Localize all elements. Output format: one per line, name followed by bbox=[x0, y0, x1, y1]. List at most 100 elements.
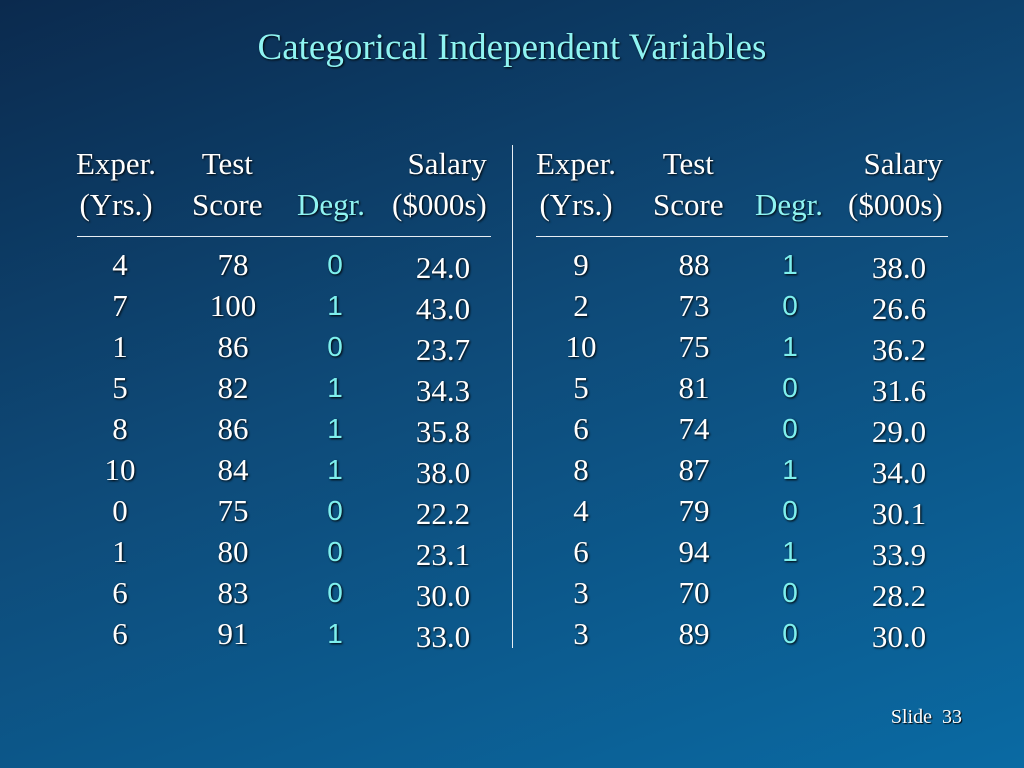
cell-salary: 26.6 bbox=[871, 291, 927, 326]
header-test: Test Score bbox=[192, 143, 263, 225]
cell-test-score: 84 bbox=[217, 452, 249, 487]
cell-degree: 1 bbox=[327, 454, 343, 485]
cell-salary: 33.0 bbox=[415, 619, 471, 654]
cell-salary: 31.6 bbox=[871, 373, 927, 408]
header-exper-line2: (Yrs.) bbox=[539, 187, 613, 222]
cell-salary: 38.0 bbox=[415, 455, 471, 490]
cell-exper: 9 bbox=[573, 247, 589, 282]
cell-salary: 23.7 bbox=[415, 332, 471, 367]
cell-test-score: 74 bbox=[678, 411, 710, 446]
cell-test-score: 94 bbox=[678, 534, 710, 569]
header-exper-line1: Exper. bbox=[536, 146, 617, 181]
header-test-line2: Score bbox=[192, 187, 263, 222]
header-exper: Exper. (Yrs.) bbox=[76, 143, 156, 225]
cell-test-score: 89 bbox=[678, 616, 710, 651]
cell-exper: 8 bbox=[573, 452, 589, 487]
cell-degree: 0 bbox=[327, 249, 343, 280]
cell-exper: 10 bbox=[104, 452, 136, 487]
cell-exper: 10 bbox=[565, 329, 597, 364]
cell-salary: 43.0 bbox=[415, 291, 471, 326]
right-header-rule bbox=[536, 236, 948, 237]
cell-salary: 30.0 bbox=[871, 619, 927, 654]
cell-exper: 6 bbox=[112, 616, 128, 651]
cell-exper: 3 bbox=[573, 575, 589, 610]
cell-salary: 22.2 bbox=[415, 496, 471, 531]
cell-test-score: 100 bbox=[209, 288, 257, 323]
cell-test-score: 88 bbox=[678, 247, 710, 282]
header-exper-line1: Exper. bbox=[76, 146, 157, 181]
cell-degree: 0 bbox=[782, 290, 798, 321]
cell-degree: 0 bbox=[327, 495, 343, 526]
cell-test-score: 70 bbox=[678, 575, 710, 610]
cell-test-score: 78 bbox=[217, 247, 249, 282]
cell-degree: 1 bbox=[327, 372, 343, 403]
cell-test-score: 80 bbox=[217, 534, 249, 569]
cell-degree: 1 bbox=[327, 618, 343, 649]
header-test-right: Test Score bbox=[653, 143, 724, 225]
left-header-rule bbox=[77, 236, 491, 237]
cell-exper: 8 bbox=[112, 411, 128, 446]
cell-salary: 34.3 bbox=[415, 373, 471, 408]
cell-exper: 0 bbox=[112, 493, 128, 528]
cell-exper: 4 bbox=[112, 247, 128, 282]
header-salary-line2: ($000s) bbox=[848, 187, 943, 222]
cell-salary: 36.2 bbox=[871, 332, 927, 367]
cell-exper: 1 bbox=[112, 534, 128, 569]
cell-test-score: 86 bbox=[217, 411, 249, 446]
cell-test-score: 83 bbox=[217, 575, 249, 610]
cell-degree: 0 bbox=[782, 372, 798, 403]
cell-test-score: 82 bbox=[217, 370, 249, 405]
cell-salary: 23.1 bbox=[415, 537, 471, 572]
cell-salary: 28.2 bbox=[871, 578, 927, 613]
slide-number-value: 33 bbox=[942, 706, 962, 728]
cell-salary: 24.0 bbox=[415, 250, 471, 285]
cell-exper: 5 bbox=[573, 370, 589, 405]
header-test-line1: Test bbox=[662, 146, 714, 181]
cell-test-score: 91 bbox=[217, 616, 249, 651]
cell-salary: 38.0 bbox=[871, 250, 927, 285]
cell-salary: 30.0 bbox=[415, 578, 471, 613]
cell-exper: 3 bbox=[573, 616, 589, 651]
cell-exper: 7 bbox=[112, 288, 128, 323]
cell-exper: 2 bbox=[573, 288, 589, 323]
cell-degree: 0 bbox=[782, 413, 798, 444]
header-exper-line2: (Yrs.) bbox=[79, 187, 153, 222]
cell-exper: 6 bbox=[573, 411, 589, 446]
header-test-line1: Test bbox=[201, 146, 253, 181]
cell-degree: 0 bbox=[782, 577, 798, 608]
cell-test-score: 86 bbox=[217, 329, 249, 364]
cell-test-score: 79 bbox=[678, 493, 710, 528]
header-exper-right: Exper. (Yrs.) bbox=[536, 143, 616, 225]
cell-degree: 0 bbox=[327, 536, 343, 567]
cell-salary: 35.8 bbox=[415, 414, 471, 449]
header-test-line2: Score bbox=[653, 187, 724, 222]
cell-test-score: 73 bbox=[678, 288, 710, 323]
header-salary-right: Salary ($000s) bbox=[848, 143, 943, 225]
cell-degree: 0 bbox=[327, 331, 343, 362]
cell-degree: 1 bbox=[782, 249, 798, 280]
header-salary: Salary ($000s) bbox=[392, 143, 487, 225]
header-salary-line2: ($000s) bbox=[392, 187, 487, 222]
slide-number: Slide 33 bbox=[891, 706, 962, 729]
cell-salary: 29.0 bbox=[871, 414, 927, 449]
header-degr-right: Degr. bbox=[755, 187, 824, 222]
cell-test-score: 81 bbox=[678, 370, 710, 405]
cell-degree: 1 bbox=[782, 536, 798, 567]
cell-degree: 1 bbox=[327, 290, 343, 321]
cell-exper: 4 bbox=[573, 493, 589, 528]
cell-salary: 30.1 bbox=[871, 496, 927, 531]
cell-degree: 0 bbox=[782, 618, 798, 649]
table-divider bbox=[512, 145, 513, 648]
cell-degree: 1 bbox=[782, 331, 798, 362]
cell-exper: 6 bbox=[573, 534, 589, 569]
header-salary-line1: Salary bbox=[407, 146, 487, 181]
slide-label: Slide bbox=[890, 706, 932, 728]
cell-test-score: 87 bbox=[678, 452, 710, 487]
slide-title: Categorical Independent Variables bbox=[257, 27, 767, 68]
cell-exper: 1 bbox=[112, 329, 128, 364]
cell-salary: 33.9 bbox=[871, 537, 927, 572]
cell-salary: 34.0 bbox=[871, 455, 927, 490]
cell-degree: 1 bbox=[782, 454, 798, 485]
cell-exper: 5 bbox=[112, 370, 128, 405]
cell-exper: 6 bbox=[112, 575, 128, 610]
